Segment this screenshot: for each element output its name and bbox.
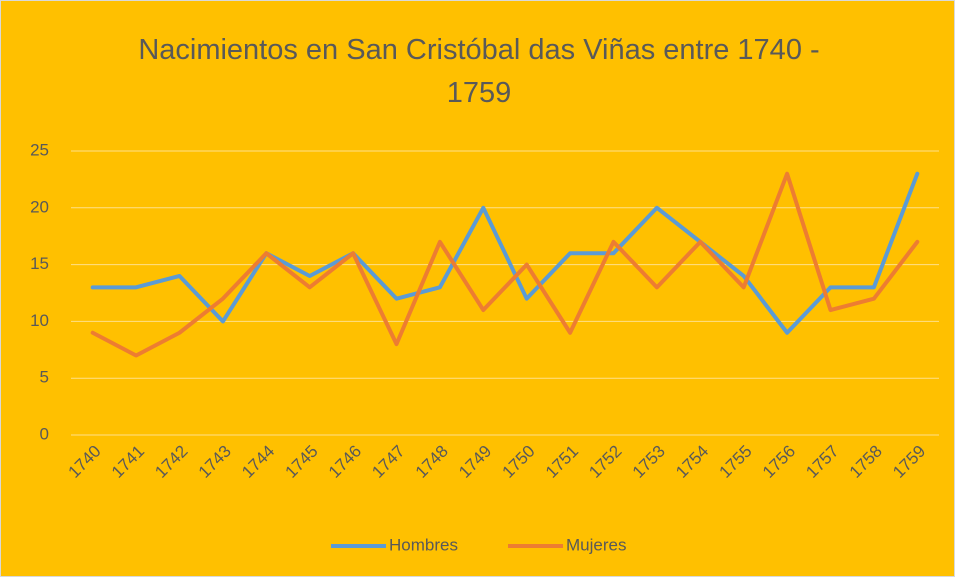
x-tick-label: 1745 — [282, 442, 322, 482]
x-tick-label: 1755 — [716, 442, 756, 482]
x-tick-label: 1740 — [65, 442, 105, 482]
x-tick-label: 1750 — [499, 442, 539, 482]
x-tick-label: 1743 — [195, 442, 235, 482]
series-line — [90, 171, 920, 358]
legend-label: Mujeres — [566, 535, 626, 554]
series-line — [90, 171, 920, 335]
x-tick-label: 1748 — [412, 442, 452, 482]
x-tick-label: 1741 — [108, 442, 148, 482]
x-tick-label: 1744 — [238, 442, 278, 482]
y-tick-label: 15 — [30, 254, 49, 273]
y-tick-label: 5 — [40, 368, 49, 387]
x-tick-label: 1757 — [802, 442, 842, 482]
chart-title: Nacimientos en San Cristóbal das Viñas e… — [138, 34, 820, 109]
y-tick-label: 0 — [40, 424, 49, 443]
x-tick-label: 1754 — [672, 442, 712, 482]
x-tick-label: 1751 — [542, 442, 582, 482]
x-tick-label: 1752 — [585, 442, 625, 482]
x-tick-label: 1753 — [629, 442, 669, 482]
y-tick-label: 10 — [30, 311, 49, 330]
x-tick-label: 1758 — [846, 442, 886, 482]
x-tick-label: 1742 — [151, 442, 191, 482]
y-tick-label: 20 — [30, 197, 49, 216]
x-tick-label: 1749 — [455, 442, 495, 482]
legend-label: Hombres — [389, 535, 458, 554]
x-tick-label: 1746 — [325, 442, 365, 482]
x-tick-label: 1747 — [368, 442, 408, 482]
x-tick-label: 1756 — [759, 442, 799, 482]
x-tick-label: 1759 — [889, 442, 929, 482]
y-tick-label: 25 — [30, 140, 49, 159]
